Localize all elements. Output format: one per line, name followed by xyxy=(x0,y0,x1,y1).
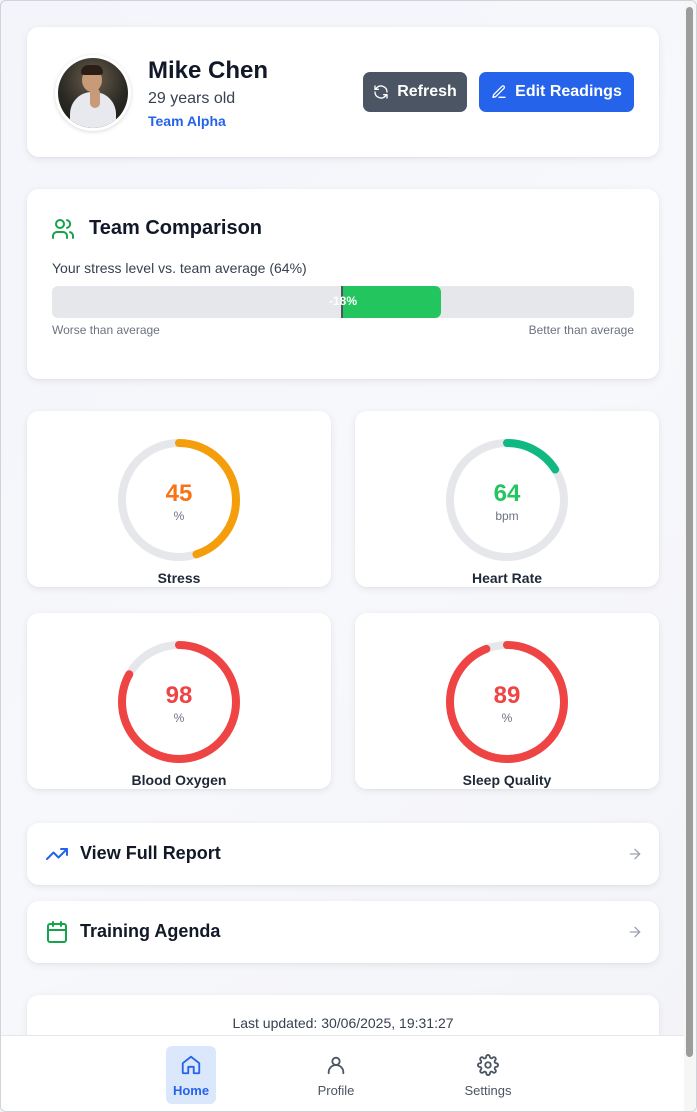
home-icon xyxy=(181,1055,201,1075)
calendar-icon xyxy=(47,921,67,943)
athlete-age: 29 years old xyxy=(148,90,236,107)
nav-home[interactable]: Home xyxy=(166,1046,216,1104)
heart-rate-unit: bpm xyxy=(495,509,519,523)
comparison-bar-midline xyxy=(341,286,343,318)
stress-label: Stress xyxy=(157,570,201,586)
comparison-bar-fill xyxy=(342,286,442,318)
profile-card: Mike Chen 29 years old Team Alpha Refres… xyxy=(27,27,659,157)
refresh-label: Refresh xyxy=(397,83,457,100)
blood-oxygen-gauge-card[interactable]: 98 % Blood Oxygen xyxy=(27,613,331,789)
team-comparison-card: Team Comparison Your stress level vs. te… xyxy=(27,189,659,379)
heart-rate-ring xyxy=(446,439,568,561)
blood-oxygen-unit: % xyxy=(173,711,185,725)
heart-rate-gauge-card[interactable]: 64 bpm Heart Rate xyxy=(355,411,659,587)
user-icon xyxy=(327,1056,345,1075)
scrollbar-thumb[interactable] xyxy=(686,7,693,1057)
sleep-quality-unit: % xyxy=(501,711,513,725)
stress-ring xyxy=(118,439,240,561)
training-agenda-label: Training Agenda xyxy=(80,921,221,941)
nav-settings-label: Settings xyxy=(464,1083,512,1098)
sleep-quality-value: 89 xyxy=(493,682,521,709)
blood-oxygen-value: 98 xyxy=(165,682,193,709)
nav-settings[interactable]: Settings xyxy=(455,1046,521,1104)
arrow-right-icon xyxy=(629,926,641,938)
avatar xyxy=(55,55,131,131)
nav-home-label: Home xyxy=(172,1083,210,1098)
avatar-photo xyxy=(58,58,128,128)
better-caption: Better than average xyxy=(528,323,634,337)
trending-up-icon xyxy=(46,848,68,860)
team-comparison-title: Team Comparison xyxy=(89,217,262,239)
arrow-right-icon xyxy=(629,848,641,860)
gear-icon xyxy=(477,1054,499,1076)
comparison-difference: -18% xyxy=(328,294,357,308)
view-full-report-label: View Full Report xyxy=(80,843,221,863)
team-comparison-subtitle: Your stress level vs. team average (64%) xyxy=(52,260,307,276)
refresh-icon xyxy=(374,85,388,99)
pencil-icon xyxy=(492,85,506,98)
view-full-report-link[interactable]: View Full Report xyxy=(27,823,659,885)
sleep-quality-gauge-card[interactable]: 89 % Sleep Quality xyxy=(355,613,659,789)
refresh-button[interactable]: Refresh xyxy=(363,72,467,112)
sleep-quality-label: Sleep Quality xyxy=(462,772,552,788)
heart-rate-value: 64 xyxy=(493,480,521,507)
heart-rate-label: Heart Rate xyxy=(471,570,543,586)
sleep-quality-ring xyxy=(446,641,568,763)
users-icon xyxy=(52,219,75,239)
scrollbar[interactable] xyxy=(684,1,696,1111)
stress-value: 45 xyxy=(165,480,193,507)
blood-oxygen-label: Blood Oxygen xyxy=(131,772,227,788)
edit-readings-button[interactable]: Edit Readings xyxy=(479,72,634,112)
blood-oxygen-ring xyxy=(118,641,240,763)
nav-profile-label: Profile xyxy=(317,1083,355,1098)
stress-gauge-card[interactable]: 45 % Stress xyxy=(27,411,331,587)
edit-readings-label: Edit Readings xyxy=(515,83,622,100)
bottom-navigation: Home Profile Settings xyxy=(1,1035,686,1111)
training-agenda-link[interactable]: Training Agenda xyxy=(27,901,659,963)
stress-unit: % xyxy=(173,509,185,523)
worse-caption: Worse than average xyxy=(52,323,160,337)
comparison-bar: -18% xyxy=(52,286,634,318)
athlete-name: Mike Chen xyxy=(148,57,269,84)
nav-profile[interactable]: Profile xyxy=(303,1046,369,1104)
team-name: Team Alpha xyxy=(148,113,226,129)
last-updated-text: Last updated: 30/06/2025, 19:31:27 xyxy=(232,1015,454,1031)
